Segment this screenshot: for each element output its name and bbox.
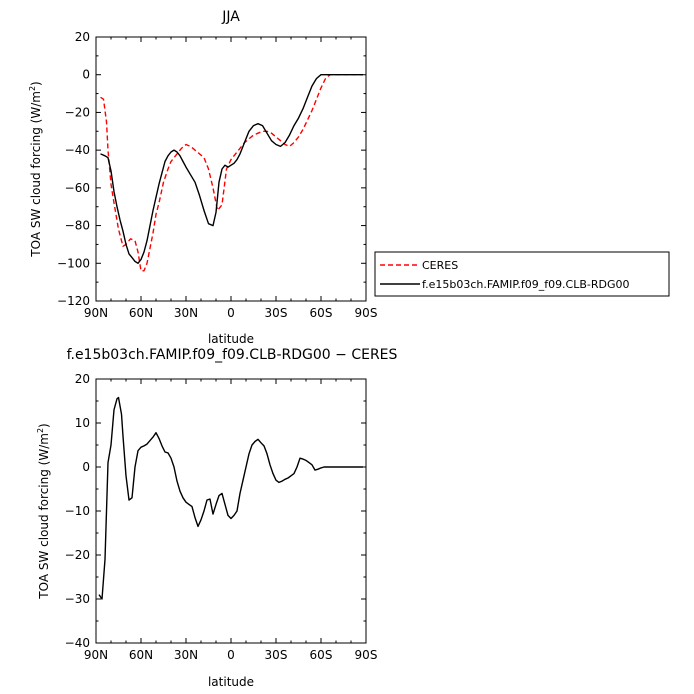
y-tick-label: −40 [65, 143, 90, 157]
series-line-ceres [100, 73, 363, 272]
y-tick-label: −10 [65, 504, 90, 518]
x-tick-label: 90N [84, 306, 108, 320]
y-tick-label: −40 [65, 636, 90, 650]
x-tick-label: 30S [265, 306, 288, 320]
bottom-title: f.e15b03ch.FAMIP.f09_f09.CLB-RDG00 − CER… [67, 347, 398, 363]
x-tick-label: 30S [265, 648, 288, 662]
top-series-lines [100, 73, 363, 272]
y-tick-label: 20 [75, 30, 90, 44]
bottom-series-lines [98, 396, 363, 600]
x-tick-label: 60N [129, 648, 153, 662]
bottom-panel: f.e15b03ch.FAMIP.f09_f09.CLB-RDG00 − CER… [36, 347, 398, 689]
y-tick-label: −20 [65, 548, 90, 562]
y-tick-label: 20 [75, 372, 90, 386]
x-tick-label: 90S [355, 306, 378, 320]
top-title: JJA [221, 9, 240, 25]
x-tick-label: 60S [310, 648, 333, 662]
bottom-plot-frame [95, 378, 367, 644]
series-line-model [100, 73, 363, 264]
y-tick-label: 0 [82, 460, 90, 474]
y-tick-label: −100 [57, 256, 90, 270]
x-tick-label: 30N [174, 648, 198, 662]
bottom-y-axis-label-main: TOA SW cloud forcing (W/m [37, 433, 51, 600]
series-line-model [98, 396, 363, 600]
y-tick-label: −80 [65, 219, 90, 233]
legend-box [374, 251, 670, 297]
bottom-x-ticks: 90N 60N 30N 0 30S 60S 90S [84, 379, 378, 662]
y-tick-label: −120 [57, 294, 90, 308]
y-tick-label: 10 [75, 416, 90, 430]
top-y-axis-label-main: TOA SW cloud forcing (W/m [29, 91, 43, 258]
x-tick-label: 60S [310, 306, 333, 320]
top-y-axis-label-close: ) [29, 81, 43, 86]
y-tick-label: −60 [65, 181, 90, 195]
legend: CERES f.e15b03ch.FAMIP.f09_f09.CLB-RDG00 [374, 251, 670, 297]
bottom-y-axis-label-close: ) [37, 423, 51, 428]
y-tick-label: 0 [82, 68, 90, 82]
bottom-y-axis-label-sup: 2 [36, 428, 45, 433]
y-tick-label: −20 [65, 105, 90, 119]
x-tick-label: 30N [174, 306, 198, 320]
x-tick-label: 90N [84, 648, 108, 662]
legend-label-model: f.e15b03ch.FAMIP.f09_f09.CLB-RDG00 [422, 278, 630, 291]
x-tick-label: 0 [227, 648, 235, 662]
top-panel: JJA 90N 60N 30N 0 30S 60S 90S 20 0 −20 −40 −60 −80 −… [28, 9, 377, 346]
top-plot-frame [95, 36, 367, 302]
top-x-axis-label: latitude [208, 332, 254, 346]
x-tick-label: 60N [129, 306, 153, 320]
top-y-ticks: 20 0 −20 −40 −60 −80 −100 −120 [57, 30, 366, 308]
top-y-axis-label: TOA SW cloud forcing (W/m2) [28, 81, 43, 257]
y-tick-label: −30 [65, 592, 90, 606]
x-tick-label: 0 [227, 306, 235, 320]
top-x-ticks: 90N 60N 30N 0 30S 60S 90S [84, 37, 378, 320]
x-tick-label: 90S [355, 648, 378, 662]
bottom-y-ticks: 20 10 0 −10 −20 −30 −40 [65, 372, 366, 650]
bottom-y-axis-label: TOA SW cloud forcing (W/m2) [36, 423, 51, 599]
bottom-x-axis-label: latitude [208, 675, 254, 689]
legend-label-ceres: CERES [422, 259, 458, 272]
top-y-axis-label-sup: 2 [28, 86, 37, 91]
